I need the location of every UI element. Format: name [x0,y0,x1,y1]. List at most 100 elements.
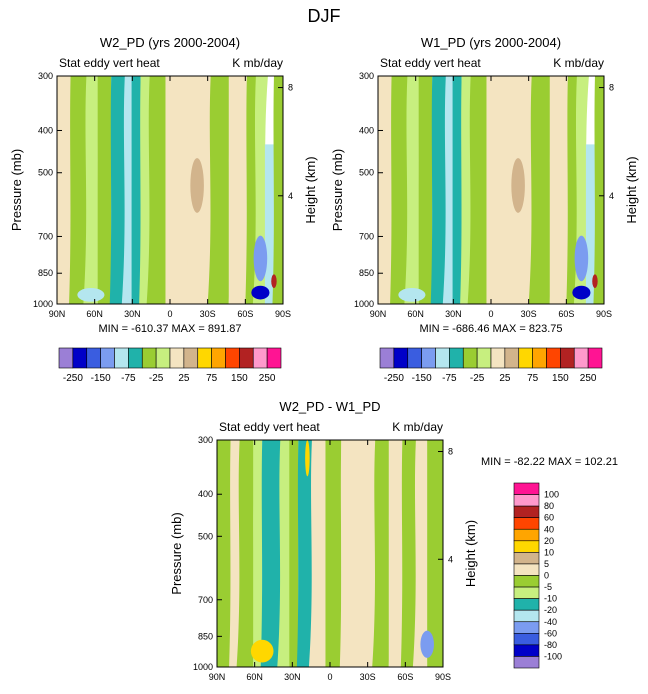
contour-band [430,76,448,304]
stats-label: MIN = -82.22 MAX = 102.21 [481,456,618,468]
y-tick-label: 300 [359,71,374,81]
colorbar-swatch [513,494,540,507]
colorbar-swatch [513,482,540,495]
x-tick-label: 30N [284,672,301,682]
y-tick-label: 300 [198,435,213,445]
contour-band [308,440,329,667]
x-tick-label: 60S [237,309,253,319]
x-tick-label: 30N [124,309,141,319]
height-axis-label: Height (km) [303,156,318,223]
x-tick-label: 30N [445,309,462,319]
height-tick-label: 4 [609,191,614,201]
colorbar-swatch [449,347,464,369]
height-tick-label: 8 [288,83,293,93]
contour-band [131,76,141,304]
contour-band [165,76,189,304]
y-tick-label: 1000 [354,299,374,309]
colorbar-label: 25 [178,373,190,384]
panel-subtitle-left: Stat eddy vert heat [380,56,481,70]
contour-band [57,76,71,304]
contour-blob [592,274,598,289]
colorbar-swatch [513,552,540,565]
chart-panel-2: W1_PD (yrs 2000-2004) Stat eddy vert heat… [330,35,639,335]
panel-subtitle-left: Stat eddy vert heat [59,56,160,70]
contour-blob [251,285,270,300]
y-axis-label: Pressure (mb) [169,512,184,594]
contour-band [585,144,595,304]
contour-band [245,76,258,304]
x-tick-label: 60N [86,309,103,319]
colorbar-swatch [513,644,540,657]
contour-blob [420,630,434,658]
colorbar-label: -75 [121,373,136,384]
contour-band [97,76,112,304]
colorbar-label: -25 [149,373,164,384]
x-tick-label: 60S [558,309,574,319]
colorbar-swatch [252,347,268,369]
contour-blob [271,274,277,289]
colorbar-swatch [211,347,226,369]
x-tick-label: 90N [209,672,226,682]
contour-blob [305,440,310,477]
colorbar-swatch [266,347,282,369]
contour-band [109,76,127,304]
colorbar-label: 0 [544,571,549,581]
colorbar-label: 75 [206,373,218,384]
height-tick-label: 4 [288,191,293,201]
x-tick-label: 0 [488,309,493,319]
contour-band [139,76,152,304]
colorbar-swatch [100,347,115,369]
colorbar-swatch [513,609,540,623]
colorbar-swatch [114,347,129,369]
colorbar-swatch [435,347,450,369]
contour-band [378,76,392,304]
contour-band [289,440,299,667]
colorbar-swatch [518,347,533,369]
contour-band [69,76,88,304]
colorbar-label: -10 [544,594,557,604]
x-tick-label: 60S [397,672,413,682]
colorbar-swatch [462,347,478,369]
contour-blob [253,235,268,282]
contour-band [400,440,418,667]
colorbar-swatch [587,347,603,369]
y-tick-label: 850 [198,631,213,641]
colorbar-label: -40 [544,617,557,627]
stats-label: MIN = -610.37 MAX = 891.87 [98,323,241,335]
colorbar-swatch [513,528,540,542]
height-axis-label: Height (km) [463,520,478,587]
contour-band [549,76,568,304]
y-axis-label: Pressure (mb) [9,149,24,231]
colorbar-label: 20 [544,536,554,546]
contour-blob [574,235,589,282]
panel-title: W2_PD - W1_PD [279,399,380,414]
y-tick-label: 850 [38,268,53,278]
colorbar-label: 250 [580,373,597,384]
colorbar-swatch [513,575,540,588]
y-tick-label: 500 [38,168,53,178]
colorbar-swatch [546,347,561,369]
contour-field [217,440,443,667]
height-tick-label: 8 [448,447,453,457]
height-tick-label: 8 [609,83,614,93]
y-tick-label: 850 [359,268,374,278]
colorbar-swatch [513,598,540,611]
y-tick-label: 400 [359,125,374,135]
panel-subtitle-right: K mb/day [232,56,283,70]
contour-band [460,76,473,304]
contour-field [378,76,604,304]
y-tick-label: 300 [38,71,53,81]
panel-subtitle-right: K mb/day [392,420,443,434]
contour-band [264,144,274,304]
contour-band [388,440,403,667]
contour-band [83,76,101,304]
colorbar-label: 150 [552,373,569,384]
contour-band [277,440,293,667]
x-tick-label: 60N [246,672,263,682]
contour-band [390,76,409,304]
colorbar-swatch [490,347,506,369]
y-tick-label: 700 [359,231,374,241]
colorbar-swatch [513,505,540,518]
